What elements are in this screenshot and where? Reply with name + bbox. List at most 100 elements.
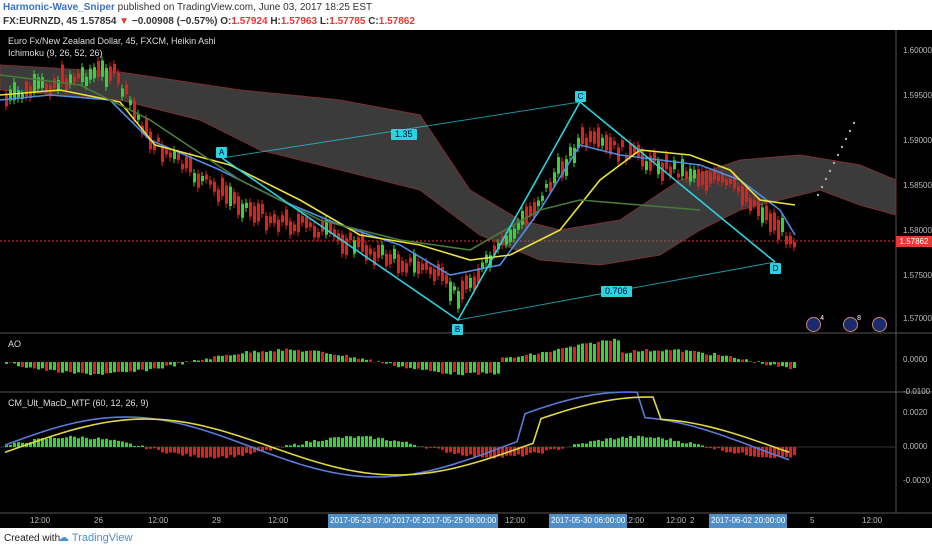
candle-body [573, 147, 576, 164]
published-text: published on TradingView.com, June 03, 2… [117, 2, 373, 13]
candle-body [77, 73, 80, 79]
ao-bar [93, 362, 96, 375]
price-tick: 1.57000 [903, 314, 932, 323]
macd-bar [605, 438, 608, 447]
candle-body [741, 186, 744, 206]
macd-bar [597, 439, 600, 447]
candle-body [493, 245, 496, 256]
ao-bar [717, 354, 720, 362]
tradingview-logo-icon[interactable]: ☁ TradingView [58, 532, 133, 544]
candle-body [453, 286, 456, 291]
price-tick: 1.58500 [903, 181, 932, 190]
projection-dot [836, 153, 840, 157]
ao-bar [181, 362, 184, 365]
macd-bar [73, 436, 76, 447]
macd-bar [425, 447, 428, 449]
candle-body [265, 215, 268, 231]
ao-bar [721, 355, 724, 362]
macd-bar [413, 444, 416, 447]
candle-body [301, 216, 304, 223]
candle-body [413, 252, 416, 273]
macd-bar [305, 440, 308, 447]
candle-body [161, 144, 164, 163]
candle-body [205, 174, 208, 180]
candle-body [469, 277, 472, 288]
time-tick: 2 [690, 516, 695, 525]
candle-body [793, 241, 796, 248]
macd-bar [209, 447, 212, 457]
candle-body [545, 183, 548, 188]
ao-bar [529, 353, 532, 362]
candle-body [781, 217, 784, 233]
candle-body [601, 137, 604, 146]
ao-bar [709, 355, 712, 362]
event-badge-icon[interactable]: 4 [806, 315, 824, 332]
macd-bar [229, 447, 232, 456]
macd-bar [681, 443, 684, 447]
ao-bar [497, 362, 500, 374]
ao-bar [737, 359, 740, 362]
harmonic-point-c[interactable]: C [575, 91, 586, 102]
chart-canvas[interactable] [0, 30, 932, 528]
macd-bar [317, 441, 320, 447]
candle-body [85, 76, 88, 86]
open-label: O: [220, 16, 232, 27]
chart-area[interactable]: Euro Fx/New Zealand Dollar, 45, FXCM, He… [0, 30, 932, 528]
harmonic-point-a[interactable]: A [216, 147, 227, 158]
macd-bar [177, 447, 180, 454]
harmonic-point-b[interactable]: B [452, 324, 463, 335]
harmonic-pattern [221, 100, 776, 322]
candle-body [685, 171, 688, 179]
price-tick: 1.59500 [903, 91, 932, 100]
event-badge-icon[interactable] [872, 317, 887, 332]
candle-body [605, 134, 608, 151]
candle-body [61, 64, 64, 84]
candle-body [153, 143, 156, 151]
candle-body [185, 156, 188, 169]
ao-bar [149, 362, 152, 369]
ao-bar [325, 353, 328, 362]
macd-bar [581, 443, 584, 447]
event-badge-icon[interactable]: 8 [843, 315, 861, 332]
macd-bar [93, 438, 96, 447]
macd-bar [249, 447, 252, 455]
macd-bar [641, 436, 644, 447]
ao-bar [241, 353, 244, 362]
ao-bar [69, 362, 72, 373]
ao-bar [405, 362, 408, 369]
ao-bar [713, 352, 716, 362]
macd-bar [493, 447, 496, 459]
candle-body [89, 68, 92, 80]
candle-body [145, 118, 148, 135]
candle-body [69, 74, 72, 85]
macd-legend[interactable]: CM_Ult_MacD_MTF (60, 12, 26, 9) [8, 398, 149, 408]
ao-bar [397, 362, 400, 368]
macd-bar [717, 447, 720, 449]
ao-bar [61, 362, 64, 373]
harmonic-point-d[interactable]: D [770, 263, 781, 274]
candle-body [101, 60, 104, 77]
candle-body [745, 187, 748, 203]
ao-bar [425, 362, 428, 370]
macd-bar [781, 447, 784, 457]
ao-legend[interactable]: AO [8, 339, 22, 349]
ao-bar [297, 349, 300, 362]
macd-bar [253, 447, 256, 453]
ao-bar [133, 362, 136, 372]
ichimoku-legend[interactable]: Ichimoku (9, 26, 52, 26) [8, 48, 103, 58]
ao-bar [269, 350, 272, 362]
ao-bar [557, 348, 560, 362]
candle-body [121, 88, 124, 97]
ao-bar [625, 353, 628, 362]
macd-bar [53, 437, 56, 447]
candle-body [537, 200, 540, 207]
ao-bar [141, 362, 144, 370]
ao-bar [649, 351, 652, 362]
ao-bar [505, 357, 508, 362]
ao-bar [277, 349, 280, 362]
ao-bar [345, 354, 348, 362]
ao-bar [157, 362, 160, 369]
close-label: C: [368, 16, 379, 27]
author-link[interactable]: Harmonic-Wave_Sniper [3, 2, 115, 13]
projection-dot [832, 161, 836, 165]
